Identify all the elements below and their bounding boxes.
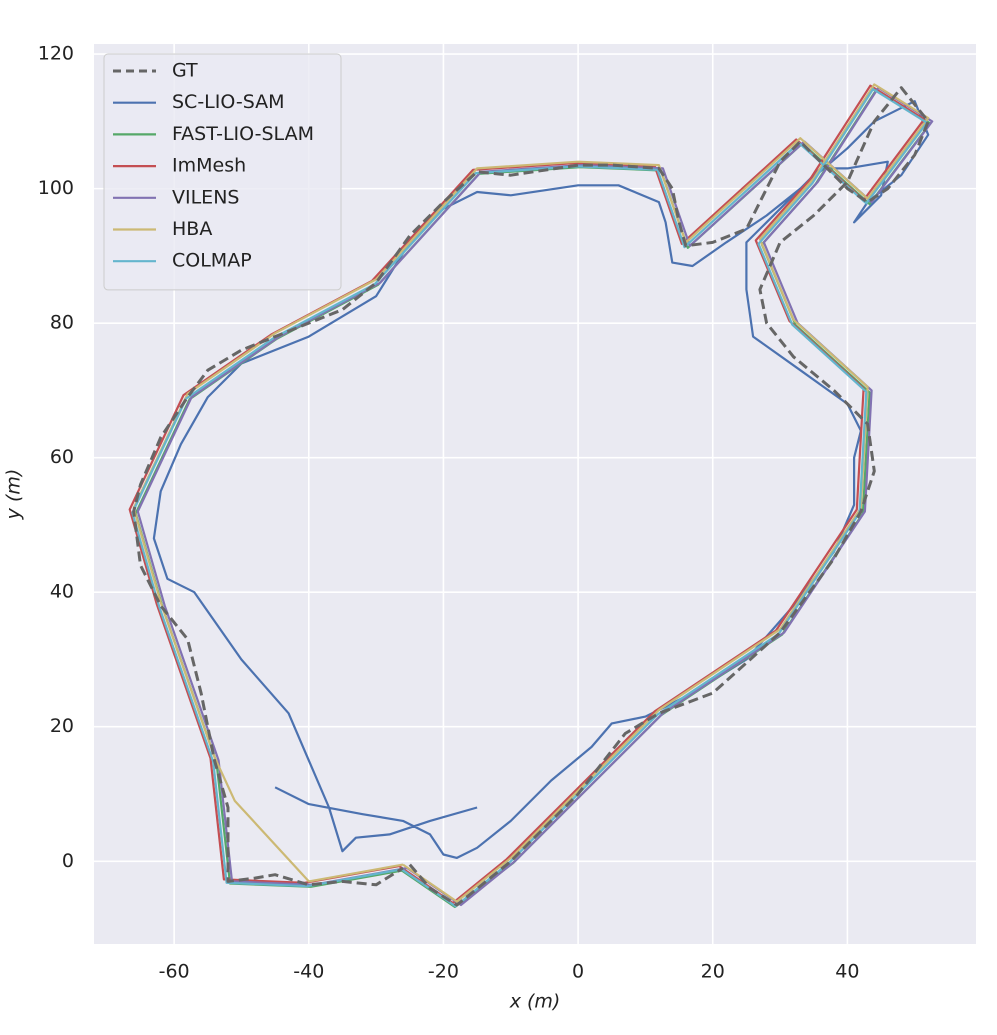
- y-tick-label: 100: [38, 177, 74, 199]
- legend-label: ImMesh: [172, 155, 246, 177]
- y-axis-label: y (m): [3, 469, 25, 521]
- lines: [128, 83, 934, 909]
- y-tick-label: 80: [50, 312, 74, 334]
- legend: GT SC-LIO-SAM FAST-LIO-SLAM ImMesh VILENS HBA…: [103, 53, 342, 291]
- legend-label: HBA: [172, 218, 212, 240]
- series-line: [132, 83, 930, 903]
- x-tick-label: -60: [159, 961, 190, 983]
- y-tick-label: 20: [50, 715, 74, 737]
- series-line: [152, 100, 930, 859]
- y-tick-label: 120: [38, 43, 74, 65]
- x-tick-label: 20: [701, 961, 725, 983]
- series-line: [131, 88, 928, 908]
- legend-label: GT: [172, 60, 198, 82]
- x-axis-label: x (m): [509, 991, 561, 1013]
- x-tick-label: -20: [428, 961, 459, 983]
- ticks: -60 -40 -20 0 20 40 0 20 40 60 80 100 120: [38, 43, 860, 983]
- x-tick-label: 40: [835, 961, 859, 983]
- x-tick-label: -40: [293, 961, 324, 983]
- y-tick-label: 60: [50, 446, 74, 468]
- y-tick-label: 0: [62, 850, 74, 872]
- grid: [94, 44, 976, 944]
- x-tick-label: 0: [572, 961, 584, 983]
- y-tick-label: 40: [50, 581, 74, 603]
- legend-label: VILENS: [172, 186, 239, 208]
- legend-label: FAST-LIO-SLAM: [172, 123, 314, 145]
- series-line: [132, 86, 930, 907]
- legend-label: COLMAP: [172, 250, 252, 272]
- legend-label: SC-LIO-SAM: [172, 91, 285, 113]
- legend-box: [103, 53, 342, 291]
